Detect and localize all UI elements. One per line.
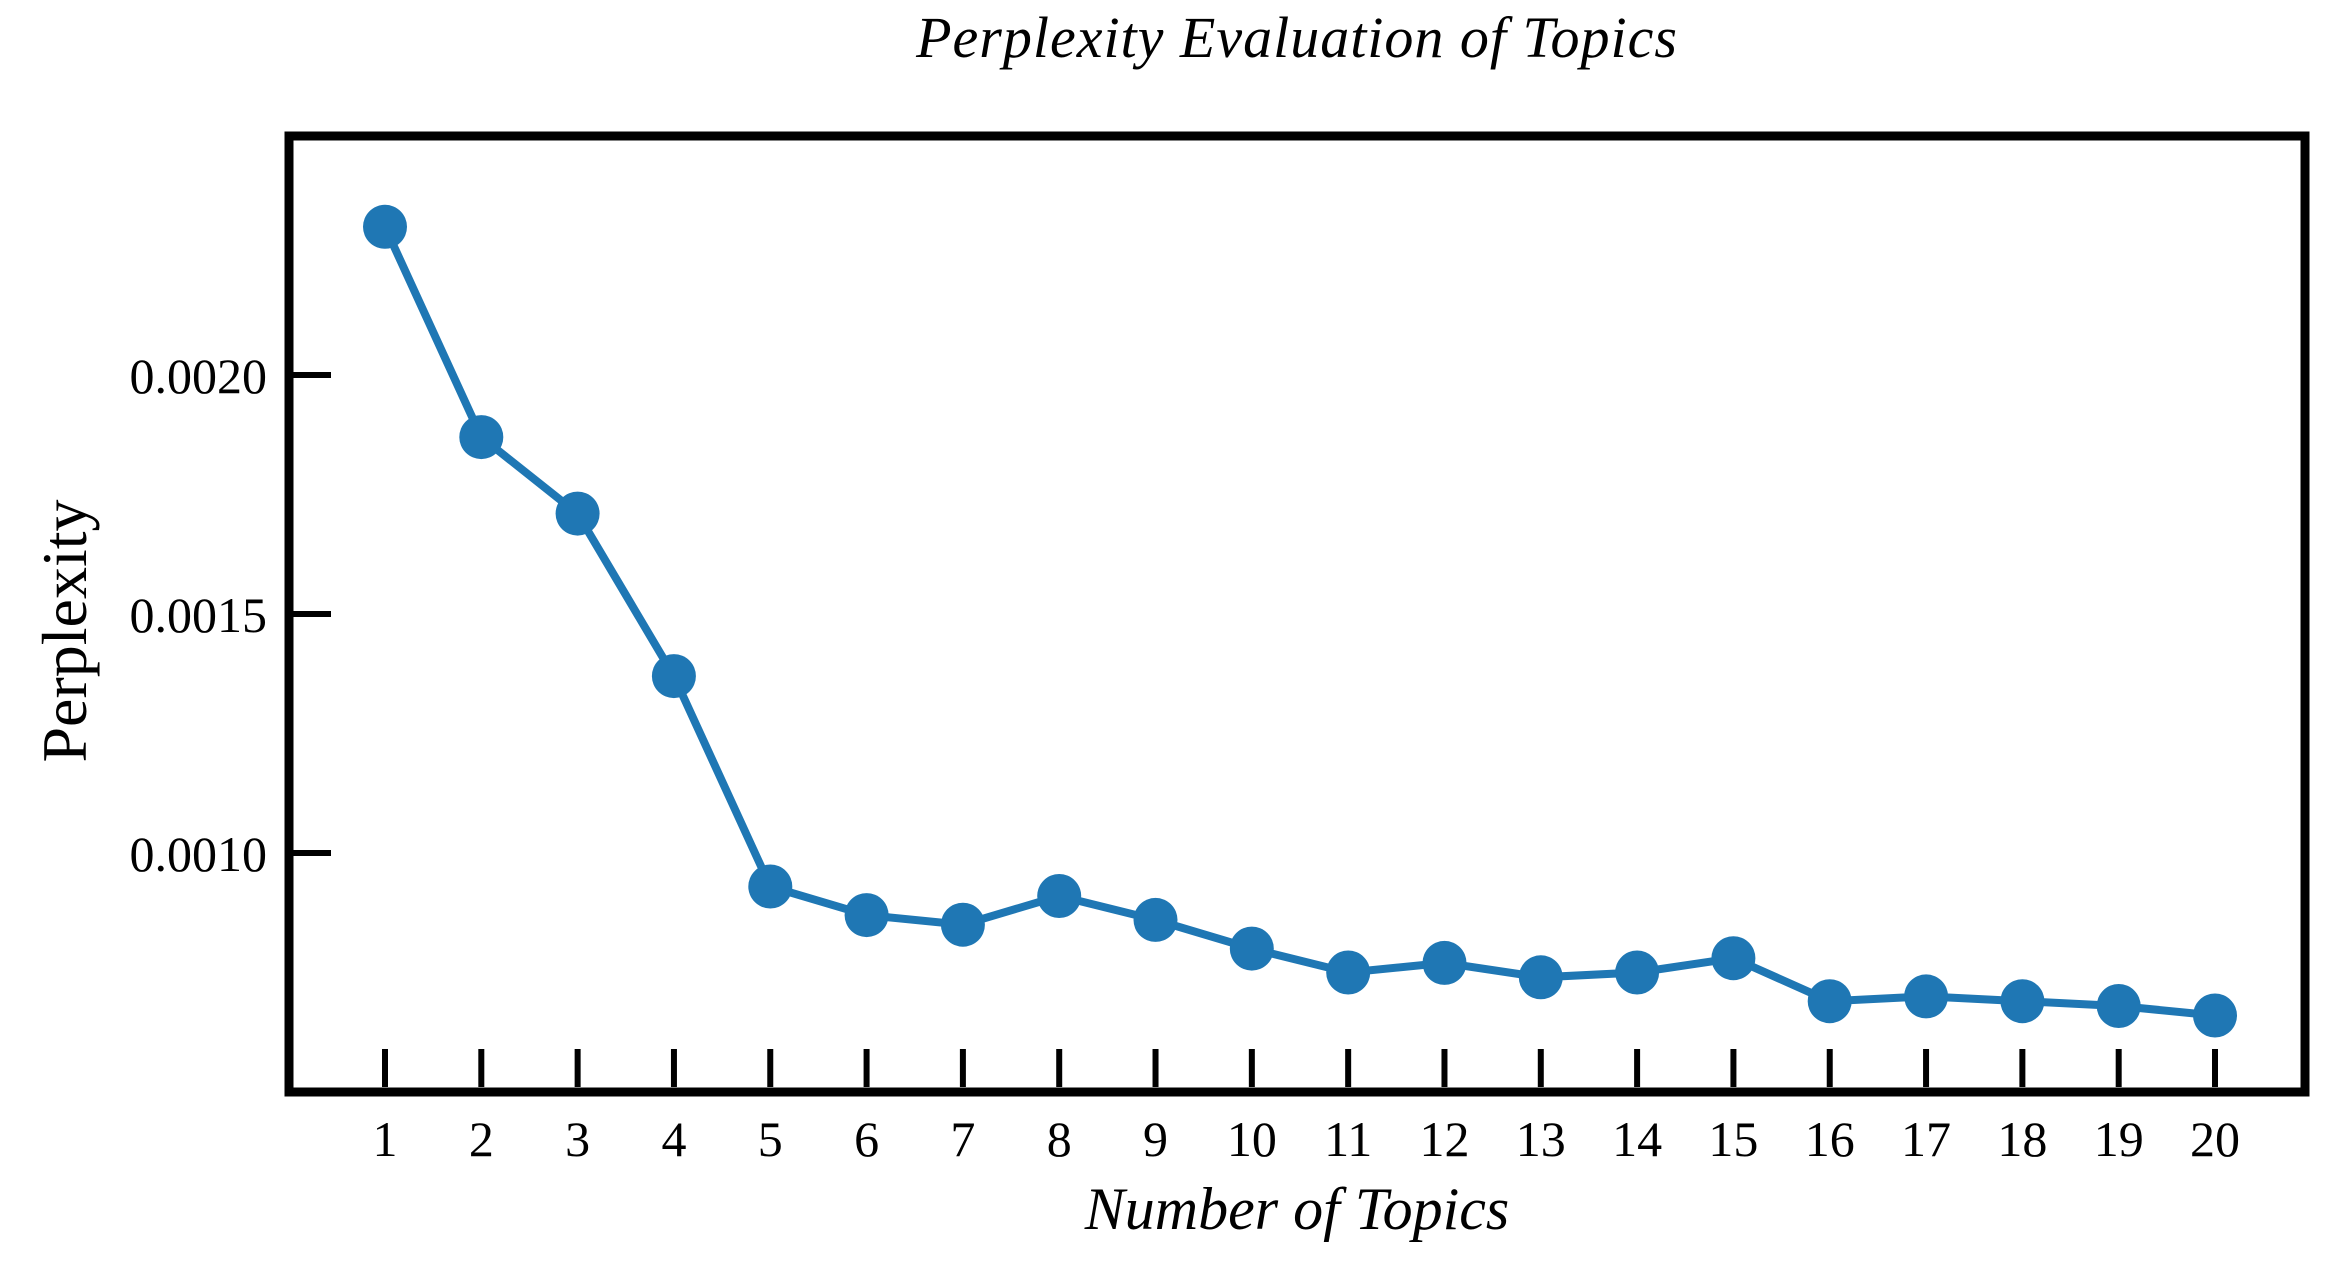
x-tick-label: 19 — [2094, 1111, 2144, 1167]
data-point — [363, 204, 407, 249]
x-tick-label: 14 — [1612, 1111, 1662, 1167]
x-axis-label: Number of Topics — [1084, 1176, 1510, 1242]
x-tick-label: 1 — [373, 1111, 398, 1167]
y-axis-tick-labels: 0.0010 0.0015 0.0020 — [130, 348, 268, 882]
data-point — [1807, 979, 1852, 1024]
series-line — [381, 225, 2216, 1020]
x-tick-label: 10 — [1227, 1111, 1277, 1167]
y-tick-label: 0.0020 — [130, 348, 268, 404]
data-point — [1133, 897, 1178, 942]
data-point — [1422, 940, 1467, 985]
x-tick-label: 16 — [1805, 1111, 1855, 1167]
x-tick-label: 18 — [1997, 1111, 2047, 1167]
data-point — [2000, 979, 2045, 1024]
x-axis-ticks — [382, 1049, 2219, 1087]
x-tick-label: 7 — [950, 1111, 975, 1167]
data-point — [1229, 926, 1274, 971]
data-point — [1711, 936, 1756, 981]
data-point — [748, 864, 793, 909]
plot-frame — [284, 131, 2310, 1097]
chart-title: Perplexity Evaluation of Topics — [916, 5, 1678, 70]
y-axis-ticks — [293, 372, 331, 856]
data-point — [2193, 993, 2237, 1038]
x-tick-label: 4 — [661, 1111, 686, 1167]
x-tick-label: 17 — [1901, 1111, 1951, 1167]
data-point — [844, 893, 889, 938]
data-point — [555, 491, 600, 536]
x-tick-label: 5 — [758, 1111, 783, 1167]
data-point — [1326, 950, 1371, 995]
x-tick-label: 9 — [1143, 1111, 1168, 1167]
x-tick-label: 11 — [1324, 1111, 1372, 1167]
x-tick-label: 8 — [1047, 1111, 1072, 1167]
y-tick-label: 0.0010 — [130, 826, 268, 882]
y-tick-label: 0.0015 — [130, 587, 268, 643]
x-tick-label: 2 — [469, 1111, 494, 1167]
x-tick-label: 15 — [1708, 1111, 1758, 1167]
data-point — [940, 902, 985, 947]
data-point — [1518, 955, 1563, 1000]
x-tick-label: 6 — [854, 1111, 879, 1167]
data-point — [1037, 874, 1082, 918]
data-point — [2096, 984, 2141, 1028]
x-tick-label: 3 — [565, 1111, 590, 1167]
data-point — [1615, 950, 1660, 995]
series-markers — [363, 204, 2237, 1038]
x-tick-label: 12 — [1419, 1111, 1469, 1167]
data-point — [1904, 974, 1949, 1019]
x-tick-label: 13 — [1516, 1111, 1566, 1167]
x-axis-tick-labels: 1 2 3 4 5 6 7 8 9 10 11 12 13 14 15 16 17 18 19 20 — [373, 1111, 2241, 1167]
data-point — [651, 654, 696, 699]
x-tick-label: 20 — [2190, 1111, 2240, 1167]
data-point — [459, 415, 504, 460]
